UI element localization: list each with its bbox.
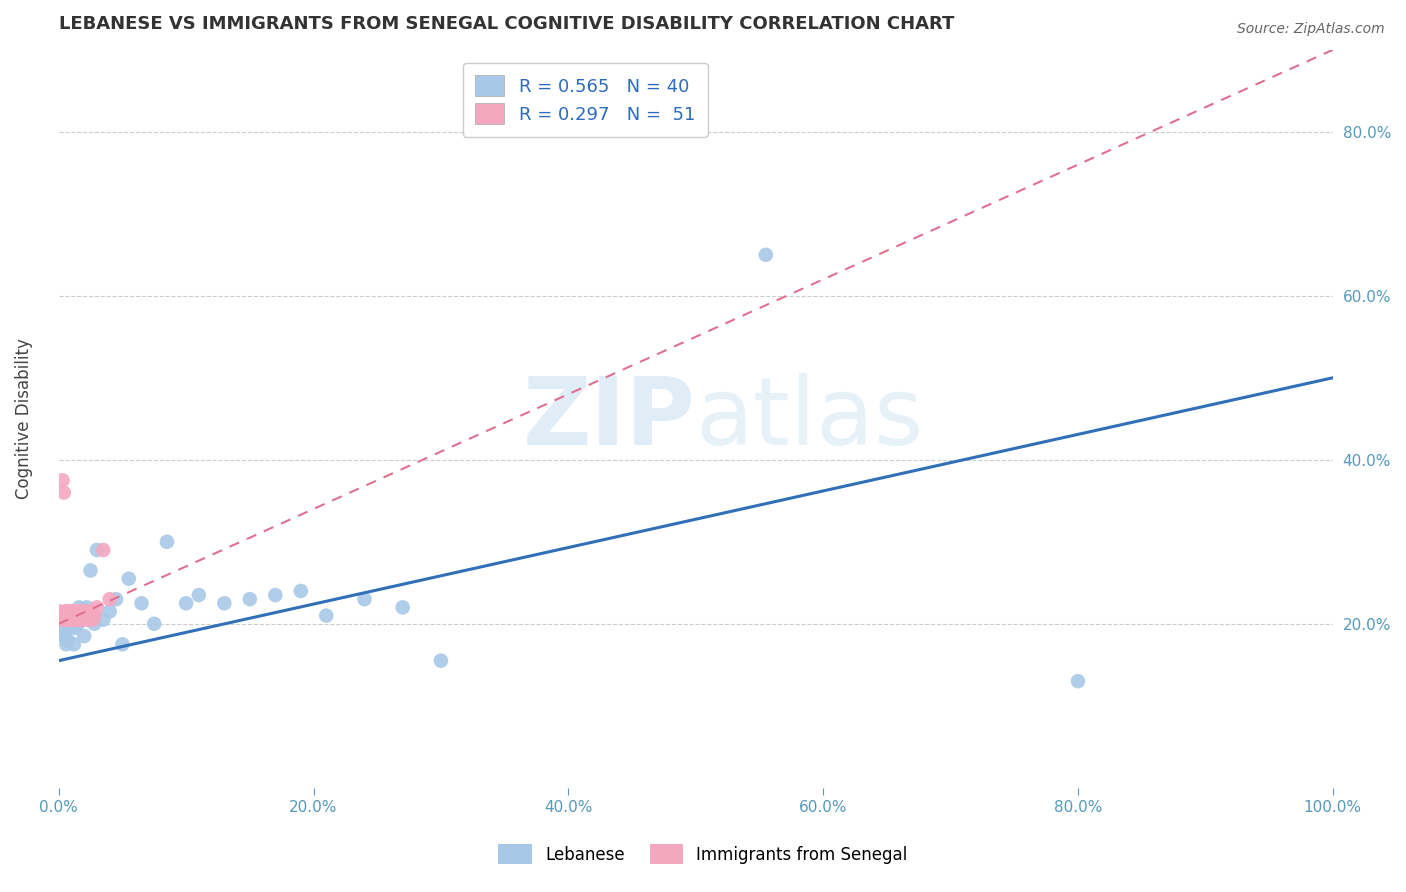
Point [69,608,91,623]
Point [65,621,87,635]
Point [79,605,101,619]
Point [59,608,82,623]
Point [65,608,87,623]
Point [187,588,209,602]
Point [98,592,121,607]
Point [56,613,79,627]
Point [70,608,93,623]
Point [51,613,73,627]
Text: LEBANESE VS IMMIGRANTS FROM SENEGAL COGNITIVE DISABILITY CORRELATION CHART: LEBANESE VS IMMIGRANTS FROM SENEGAL COGN… [59,15,955,33]
Point [118,572,141,586]
Point [290,584,312,599]
Point [353,592,375,607]
Point [59,605,82,619]
Point [63,608,86,623]
Point [70,605,93,619]
Point [63,605,86,619]
Point [55,637,77,651]
Point [430,654,453,668]
Point [59,621,82,635]
Point [755,248,778,262]
Text: atlas: atlas [696,373,924,465]
Point [105,592,128,607]
Point [76,600,98,615]
Point [53,605,76,619]
Point [75,605,97,619]
Point [98,605,121,619]
Point [77,608,100,623]
Point [51,473,73,487]
Text: Source: ZipAtlas.com: Source: ZipAtlas.com [1237,22,1385,37]
Point [60,613,83,627]
Point [214,596,236,610]
Point [56,633,79,648]
Point [67,600,90,615]
Point [56,608,79,623]
Point [156,534,179,549]
Point [52,485,75,500]
Point [51,616,73,631]
Point [72,605,94,619]
Point [65,613,87,627]
Legend: Lebanese, Immigrants from Senegal: Lebanese, Immigrants from Senegal [492,838,914,871]
Point [70,613,93,627]
Point [131,596,153,610]
Point [315,608,337,623]
Point [69,613,91,627]
Point [73,613,96,627]
Point [52,613,75,627]
Y-axis label: Cognitive Disability: Cognitive Disability [15,338,32,500]
Point [60,613,83,627]
Point [65,605,87,619]
Point [143,616,166,631]
Point [51,608,73,623]
Point [72,608,94,623]
Point [58,613,80,627]
Point [82,613,104,627]
Point [174,596,197,610]
Point [83,616,105,631]
Point [111,637,134,651]
Text: ZIP: ZIP [523,373,696,465]
Point [52,629,75,643]
Point [63,637,86,651]
Point [91,613,114,627]
Point [73,629,96,643]
Point [67,608,90,623]
Point [391,600,413,615]
Point [86,543,108,558]
Point [79,564,101,578]
Legend: R = 0.565   N = 40, R = 0.297   N =  51: R = 0.565 N = 40, R = 0.297 N = 51 [463,62,707,136]
Point [58,605,80,619]
Point [53,613,76,627]
Point [239,592,262,607]
Point [86,600,108,615]
Point [67,605,90,619]
Point [58,613,80,627]
Point [51,624,73,639]
Point [55,608,77,623]
Point [60,608,83,623]
Point [80,608,103,623]
Point [62,605,84,619]
Point [53,621,76,635]
Point [66,613,89,627]
Point [62,605,84,619]
Point [76,608,98,623]
Point [49,608,72,623]
Point [55,605,77,619]
Point [77,613,100,627]
Point [49,605,72,619]
Point [66,616,89,631]
Point [91,543,114,558]
Point [62,613,84,627]
Point [73,608,96,623]
Point [1067,674,1090,689]
Point [264,588,287,602]
Point [51,608,73,623]
Point [66,605,89,619]
Point [65,608,87,623]
Point [83,608,105,623]
